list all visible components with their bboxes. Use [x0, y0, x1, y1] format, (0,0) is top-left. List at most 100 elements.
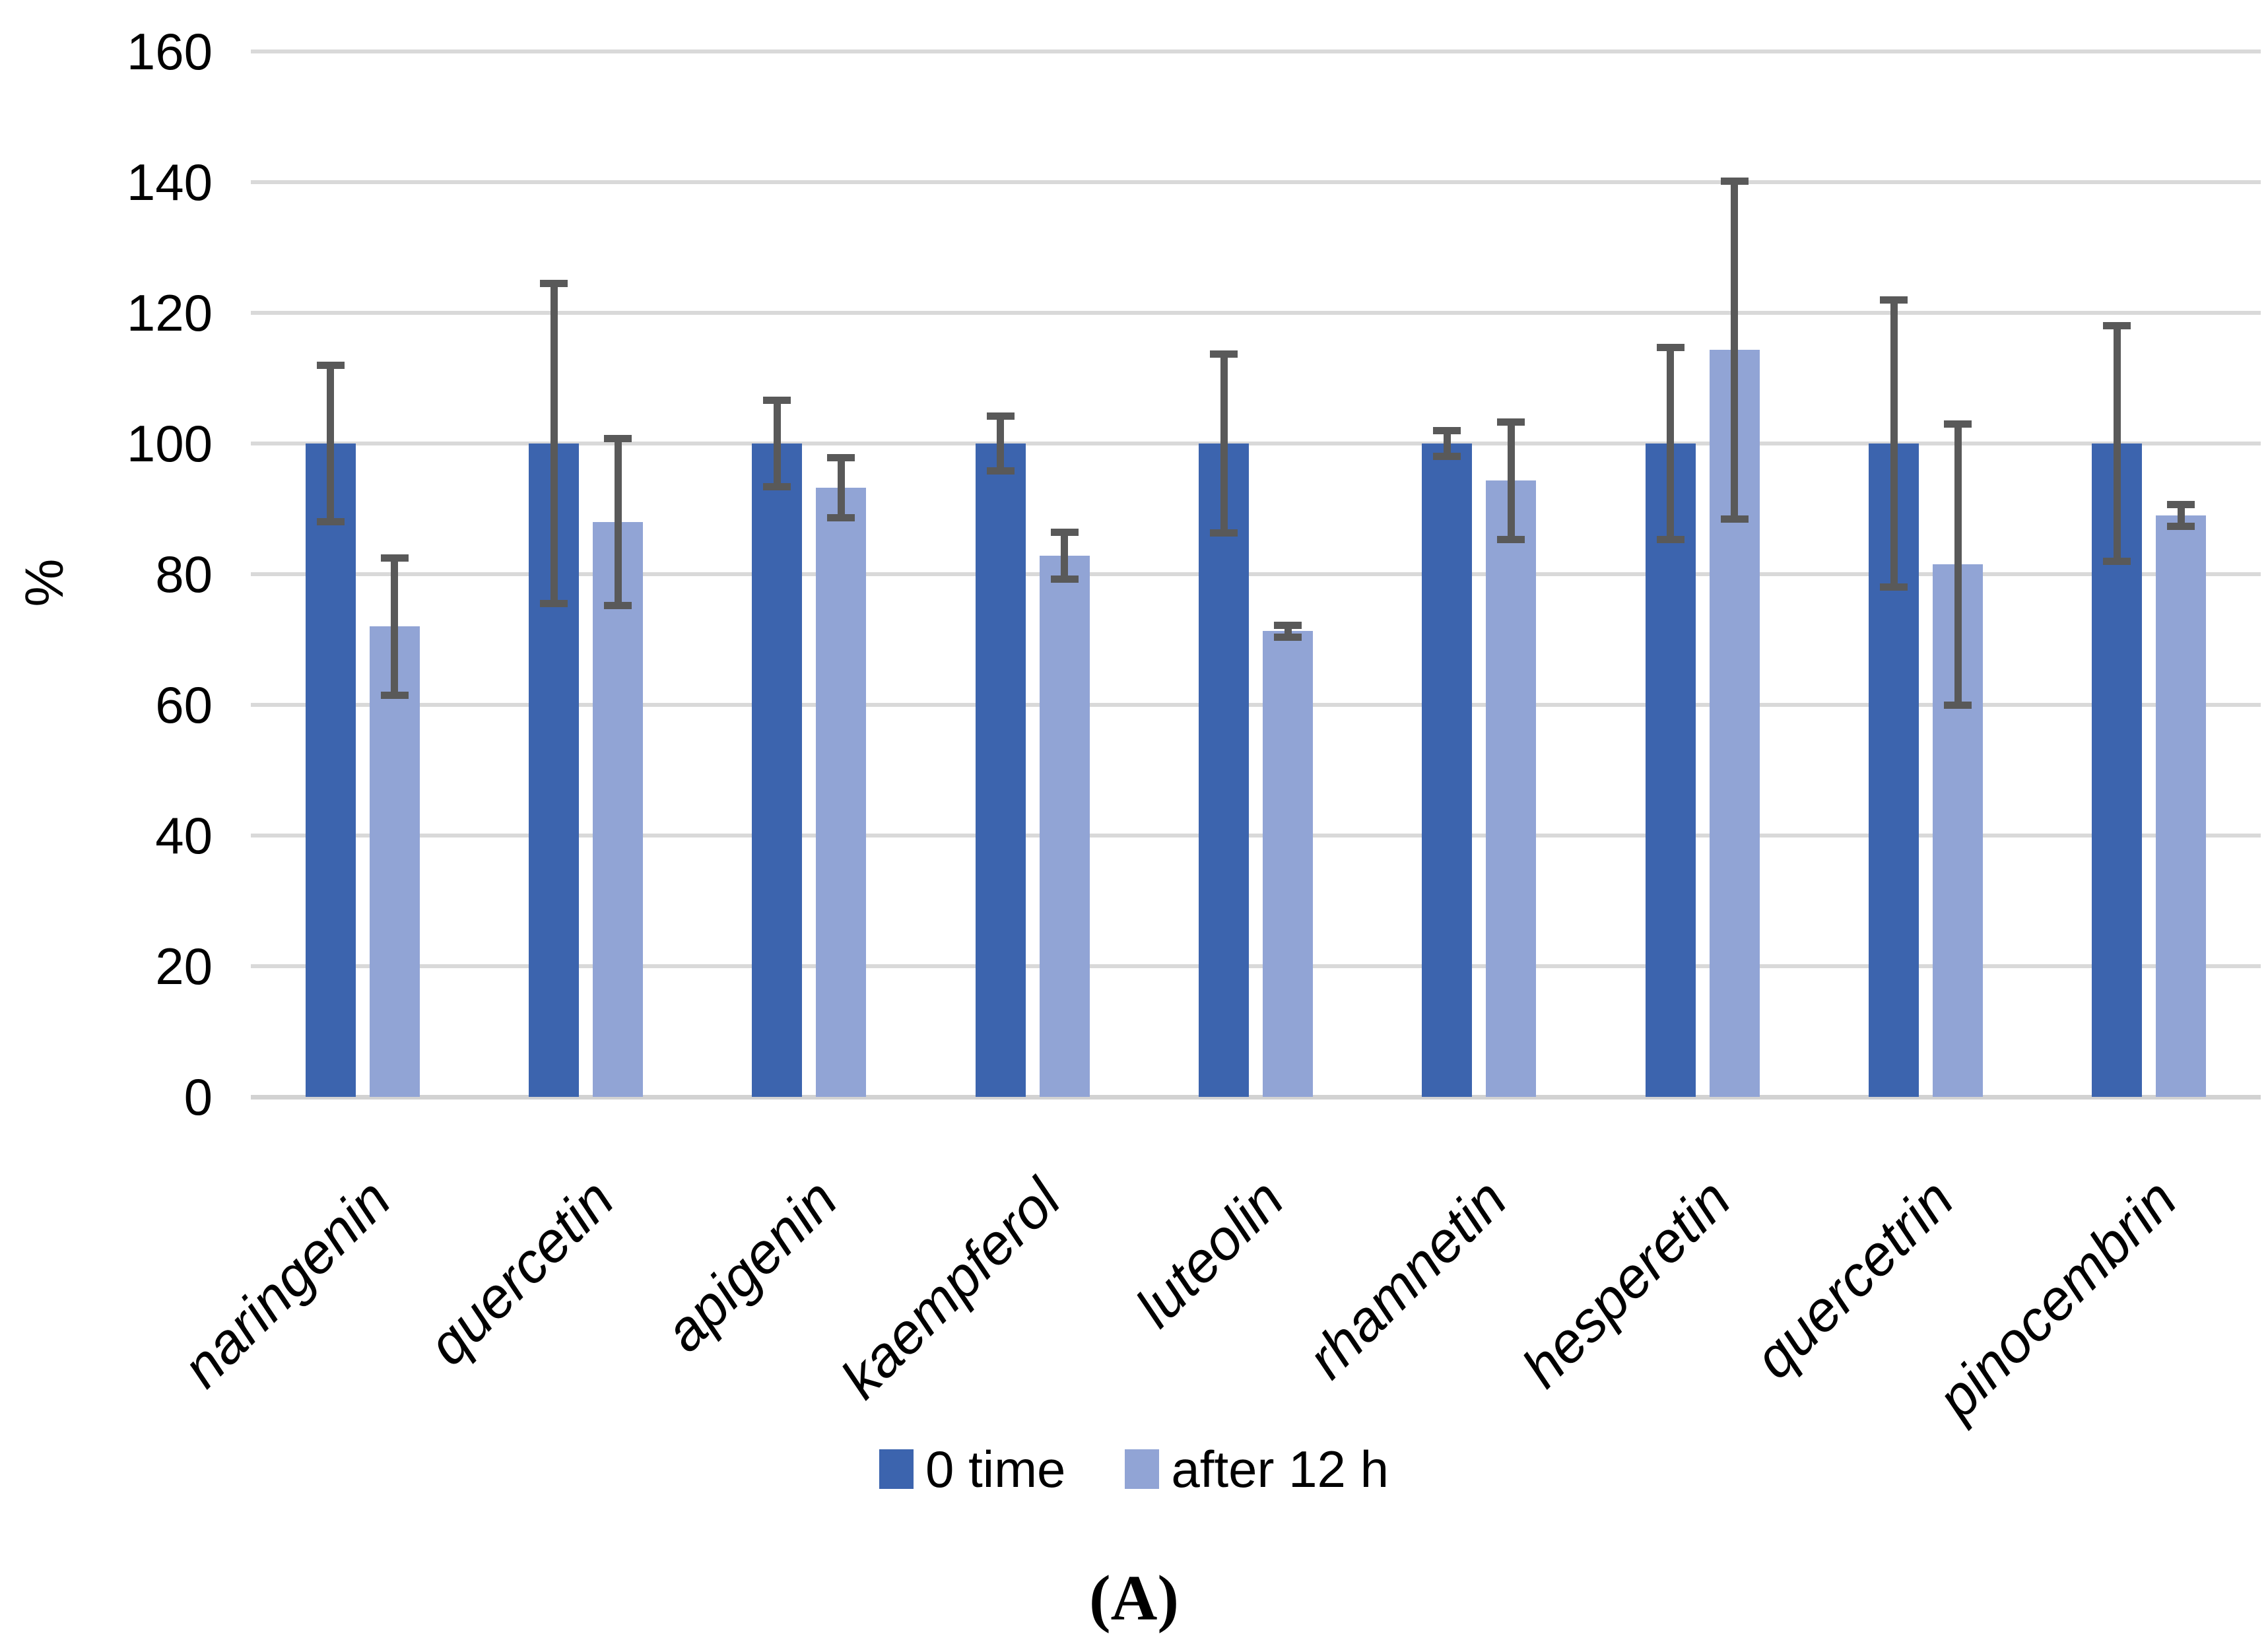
bar-naringenin-after-12h [369, 626, 420, 1097]
error-bar-rhamnetin-0-time [1443, 430, 1451, 457]
x-category-label-pinocembrin: pinocembrin [1925, 1167, 2189, 1431]
bar-luteolin-0-time [1199, 444, 1249, 1097]
error-cap-top-quercetin-after-12h [604, 434, 632, 442]
error-bar-rhamnetin-after-12h [1507, 422, 1515, 540]
error-cap-top-quercetrin-0-time [1880, 296, 1908, 304]
error-cap-top-kaempferol-0-time [986, 412, 1015, 420]
gridline-80 [251, 572, 2261, 576]
error-cap-top-quercetrin-after-12h [1944, 420, 1972, 428]
bar-quercetin-after-12h [593, 521, 643, 1097]
y-tick-label-120: 120 [126, 284, 213, 342]
error-bar-hesperetin-0-time [1667, 347, 1675, 540]
error-bar-quercetrin-after-12h [1954, 424, 1962, 705]
legend-item-0-time: 0 time [879, 1443, 1065, 1496]
y-tick-label-40: 40 [155, 806, 213, 865]
error-bar-kaempferol-after-12h [1061, 532, 1069, 579]
bar-kaempferol-after-12h [1039, 556, 1090, 1097]
bar-rhamnetin-after-12h [1486, 480, 1537, 1097]
gridline-60 [251, 703, 2261, 707]
error-cap-top-luteolin-after-12h [1274, 621, 1302, 629]
error-cap-top-naringenin-after-12h [380, 554, 409, 562]
x-category-label-kaempferol: kaempferol [829, 1167, 1073, 1411]
error-cap-top-rhamnetin-after-12h [1497, 418, 1525, 426]
error-cap-top-luteolin-0-time [1210, 350, 1238, 358]
error-cap-top-kaempferol-after-12h [1050, 529, 1079, 537]
error-cap-bottom-pinocembrin-after-12h [2167, 523, 2195, 531]
error-cap-bottom-kaempferol-after-12h [1050, 575, 1079, 583]
x-category-label-quercetrin: quercetrin [1742, 1167, 1966, 1391]
error-cap-bottom-hesperetin-0-time [1656, 536, 1684, 544]
error-bar-hesperetin-after-12h [1731, 181, 1739, 519]
error-cap-bottom-luteolin-0-time [1210, 529, 1238, 537]
error-cap-bottom-luteolin-after-12h [1274, 633, 1302, 641]
error-bar-quercetrin-0-time [1890, 300, 1898, 587]
error-cap-top-rhamnetin-0-time [1433, 426, 1461, 434]
bar-naringenin-0-time [305, 444, 356, 1097]
error-cap-top-hesperetin-after-12h [1720, 177, 1749, 185]
legend-item-after-12h: after 12 h [1125, 1443, 1389, 1496]
error-bar-quercetin-after-12h [614, 438, 622, 606]
x-category-label-rhamnetin: rhamnetin [1296, 1167, 1519, 1391]
y-tick-label-160: 160 [126, 22, 213, 81]
error-bar-quercetin-0-time [550, 283, 558, 604]
legend-swatch-after-12h [1125, 1449, 1160, 1489]
legend-label-after-12h: after 12 h [1171, 1440, 1389, 1498]
y-tick-label-100: 100 [126, 414, 213, 473]
error-cap-bottom-apigenin-0-time [763, 482, 791, 490]
error-cap-bottom-naringenin-after-12h [380, 691, 409, 699]
error-cap-bottom-hesperetin-after-12h [1720, 515, 1749, 523]
error-cap-bottom-rhamnetin-after-12h [1497, 536, 1525, 544]
y-tick-label-0: 0 [183, 1068, 213, 1126]
error-cap-bottom-pinocembrin-0-time [2103, 557, 2131, 565]
y-tick-label-80: 80 [155, 545, 213, 603]
bar-luteolin-after-12h [1263, 631, 1313, 1097]
bar-rhamnetin-0-time [1422, 444, 1473, 1097]
x-category-label-luteolin: luteolin [1123, 1167, 1296, 1340]
error-cap-top-apigenin-after-12h [827, 454, 855, 462]
bar-pinocembrin-after-12h [2156, 515, 2207, 1097]
error-cap-bottom-quercetrin-after-12h [1944, 701, 1972, 709]
error-cap-bottom-quercetin-0-time [540, 600, 568, 608]
bar-apigenin-0-time [752, 444, 803, 1097]
gridline-120 [251, 311, 2261, 315]
figure-caption: (A) [1088, 1563, 1180, 1634]
error-cap-bottom-quercetin-after-12h [604, 602, 632, 610]
x-category-label-apigenin: apigenin [652, 1167, 850, 1364]
error-cap-bottom-quercetrin-0-time [1880, 583, 1908, 591]
error-bar-naringenin-after-12h [391, 558, 399, 696]
x-category-label-hesperetin: hesperetin [1510, 1167, 1743, 1400]
y-tick-label-20: 20 [155, 937, 213, 995]
y-tick-label-60: 60 [155, 676, 213, 734]
error-bar-luteolin-0-time [1220, 354, 1228, 533]
legend: 0 time after 12 h [0, 1443, 2268, 1496]
gridline-140 [251, 180, 2261, 184]
error-bar-luteolin-after-12h [1284, 625, 1292, 638]
gridline-20 [251, 964, 2261, 968]
error-bar-apigenin-0-time [773, 400, 781, 487]
legend-swatch-0-time [879, 1449, 914, 1489]
bar-hesperetin-0-time [1645, 444, 1696, 1097]
error-bar-naringenin-0-time [327, 365, 335, 522]
error-cap-bottom-rhamnetin-0-time [1433, 453, 1461, 461]
gridline-100 [251, 442, 2261, 445]
error-cap-bottom-apigenin-after-12h [827, 514, 855, 522]
x-category-label-naringenin: naringenin [170, 1167, 403, 1400]
error-cap-bottom-kaempferol-0-time [986, 467, 1015, 475]
error-cap-top-naringenin-0-time [316, 361, 345, 369]
gridline-40 [251, 834, 2261, 838]
x-axis-line [251, 1095, 2261, 1100]
error-cap-top-apigenin-0-time [763, 397, 791, 405]
error-cap-top-pinocembrin-after-12h [2167, 500, 2195, 508]
y-tick-label-140: 140 [126, 153, 213, 211]
x-category-label-quercetin: quercetin [416, 1167, 626, 1377]
gridline-160 [251, 49, 2261, 53]
error-bar-pinocembrin-0-time [2113, 325, 2121, 562]
y-axis-title: % [15, 558, 75, 607]
error-bar-apigenin-after-12h [837, 457, 845, 518]
error-bar-pinocembrin-after-12h [2177, 504, 2185, 527]
error-cap-bottom-naringenin-0-time [316, 518, 345, 526]
error-cap-top-quercetin-0-time [540, 279, 568, 287]
legend-label-0-time: 0 time [925, 1440, 1066, 1498]
